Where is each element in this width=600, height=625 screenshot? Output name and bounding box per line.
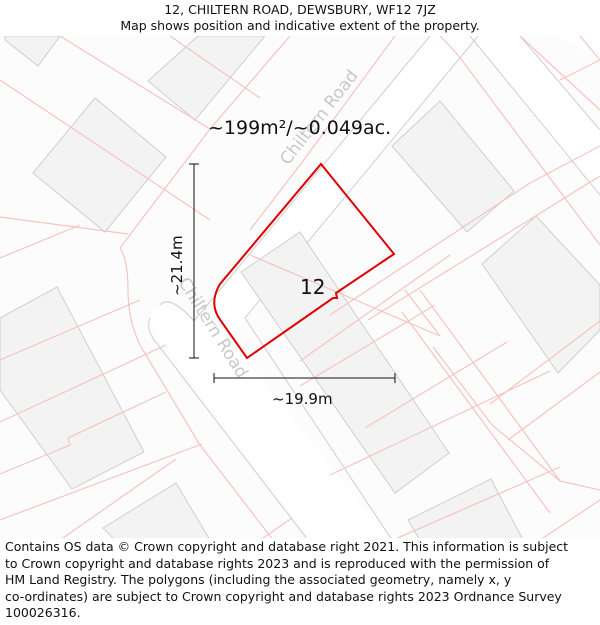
height-measure-label: ~21.4m (168, 235, 186, 296)
copyright-line: to Crown copyright and database rights 2… (5, 555, 550, 571)
property-map[interactable]: Chiltern Road Chiltern Road ~21.4m ~19.9… (0, 36, 600, 538)
copyright-line: co-ordinates) are subject to Crown copyr… (5, 588, 562, 604)
property-address: 12, CHILTERN ROAD, DEWSBURY, WF12 7JZ (164, 2, 436, 17)
width-measure (213, 373, 396, 383)
copyright-line: HM Land Registry. The polygons (includin… (5, 572, 512, 588)
width-measure-label: ~19.9m (272, 390, 333, 408)
buildings (0, 36, 600, 538)
copyright-line: 100026316. (5, 605, 81, 621)
map-header: 12, CHILTERN ROAD, DEWSBURY, WF12 7JZ Ma… (0, 0, 600, 36)
copyright-notice: Contains OS data © Crown copyright and d… (5, 539, 597, 622)
height-measure (189, 163, 199, 359)
copyright-line: Contains OS data © Crown copyright and d… (5, 539, 569, 554)
map-canvas: Chiltern Road Chiltern Road ~21.4m ~19.9… (0, 36, 600, 538)
map-subtitle: Map shows position and indicative extent… (120, 18, 480, 33)
property-boundary[interactable] (213, 162, 396, 360)
plot-number: 12 (300, 275, 325, 299)
area-label: ~199m²/~0.049ac. (208, 117, 391, 139)
parcel-boundaries (0, 36, 600, 538)
